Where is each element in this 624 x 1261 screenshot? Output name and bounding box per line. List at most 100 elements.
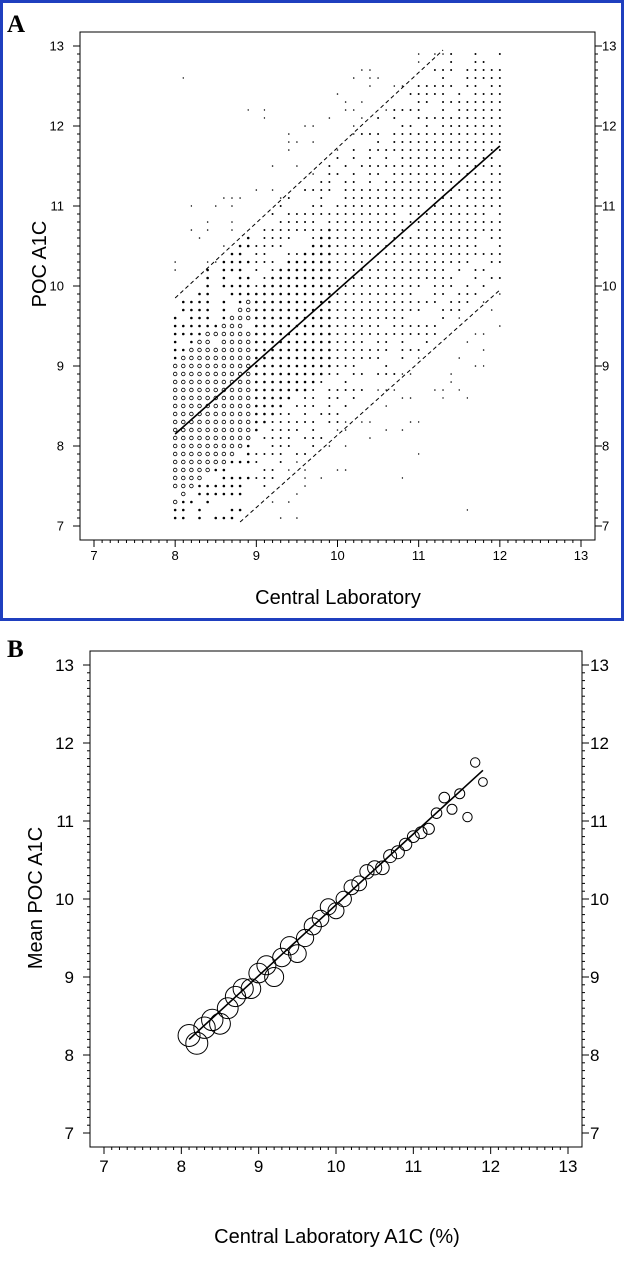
panel-a-point — [271, 380, 274, 384]
panel-a-point — [271, 245, 274, 247]
panel-a-point — [197, 363, 202, 369]
panel-a-point — [222, 484, 226, 488]
panel-a-point — [482, 365, 485, 367]
panel-a-point — [368, 165, 371, 167]
panel-a-point — [312, 173, 314, 175]
panel-a-point — [255, 269, 258, 271]
panel-a-point — [393, 205, 396, 207]
panel-a-point — [450, 117, 453, 119]
panel-a-point — [450, 373, 452, 375]
panel-a-point — [279, 308, 282, 312]
panel-a-point — [344, 213, 347, 215]
panel-a-point — [417, 205, 420, 207]
panel-a-point — [409, 237, 412, 239]
panel-a-point — [368, 277, 371, 279]
panel-a-point — [229, 419, 235, 425]
panel-a-point — [320, 229, 323, 231]
panel-a-point — [279, 268, 282, 272]
panel-a-point — [271, 429, 274, 431]
panel-a-point — [279, 364, 282, 368]
panel-a-point — [458, 221, 461, 223]
panel-a-point — [482, 117, 485, 119]
panel-a-point — [401, 173, 404, 175]
panel-a-point — [458, 93, 461, 95]
panel-a-point — [296, 141, 298, 143]
panel-a-point — [474, 77, 477, 79]
panel-a-point — [271, 316, 274, 320]
panel-a-point — [246, 403, 251, 409]
panel-a-point — [474, 181, 477, 183]
panel-a-point — [409, 325, 412, 327]
panel-a-point — [385, 165, 388, 167]
panel-a-point — [458, 245, 461, 247]
panel-a-point — [246, 260, 250, 264]
panel-a-point — [287, 364, 291, 368]
panel-a-point — [255, 348, 258, 352]
panel-a-point — [181, 363, 186, 369]
panel-a-point — [173, 508, 177, 512]
panel-a-point — [360, 213, 363, 215]
panel-a-point — [466, 293, 469, 295]
panel-a-point — [401, 301, 404, 303]
panel-a-point — [344, 293, 347, 295]
panel-a-point — [255, 461, 258, 463]
panel-a-point — [409, 213, 412, 215]
panel-a-point — [425, 133, 428, 135]
panel-a-point — [401, 133, 404, 135]
panel-a-point — [237, 403, 243, 409]
panel-a-point — [450, 221, 453, 223]
panel-b-letter: B — [7, 636, 24, 663]
panel-a-point — [221, 395, 227, 401]
panel-b-point — [470, 757, 481, 768]
panel-a-point — [328, 332, 331, 336]
panel-a-point — [181, 459, 186, 465]
panel-a-point — [255, 324, 258, 328]
panel-a-point — [433, 197, 436, 199]
panel-a-point — [344, 445, 347, 447]
panel-a-point — [368, 285, 371, 287]
panel-a-point — [336, 173, 339, 175]
panel-a-point — [213, 363, 218, 369]
panel-a-point — [417, 357, 420, 359]
panel-a-point — [303, 292, 307, 296]
panel-a-point — [221, 435, 227, 441]
panel-b-y-tick-label-right: 11 — [590, 812, 608, 831]
panel-a-point — [490, 141, 493, 143]
panel-a-point — [344, 253, 347, 255]
panel-a-point — [433, 293, 436, 295]
panel-a-point — [263, 356, 266, 360]
panel-a-point — [304, 221, 307, 223]
panel-a-point — [336, 365, 339, 367]
panel-a-point — [344, 333, 347, 335]
panel-a-point — [222, 308, 226, 312]
panel-a-point — [238, 460, 242, 464]
panel-b-point — [193, 1016, 216, 1039]
panel-a-point — [377, 221, 380, 223]
panel-a-point — [352, 301, 355, 303]
panel-a-point — [433, 333, 436, 335]
panel-a-point — [246, 476, 250, 480]
panel-a-point — [417, 181, 420, 183]
panel-a-point — [352, 285, 355, 287]
panel-a-point — [352, 253, 355, 255]
panel-a-point — [263, 229, 266, 231]
panel-a-point — [263, 388, 266, 392]
panel-a-point — [450, 277, 453, 279]
panel-a-point — [368, 237, 371, 239]
panel-a-point — [474, 277, 477, 279]
panel-a-point — [328, 324, 331, 328]
panel-a-point — [230, 484, 234, 488]
panel-a-point — [296, 165, 298, 167]
panel-a-point — [482, 189, 485, 191]
panel-a-point — [417, 229, 420, 231]
panel-a-point — [360, 277, 363, 279]
panel-a-point — [271, 501, 274, 503]
panel-a-point — [385, 197, 388, 199]
panel-a-point — [238, 492, 242, 496]
panel-a-point — [312, 141, 314, 143]
panel-a-point — [482, 157, 485, 159]
panel-a-point — [255, 245, 258, 247]
panel-a-point — [368, 229, 371, 231]
panel-a-point — [304, 421, 307, 423]
panel-a-point — [344, 421, 347, 423]
